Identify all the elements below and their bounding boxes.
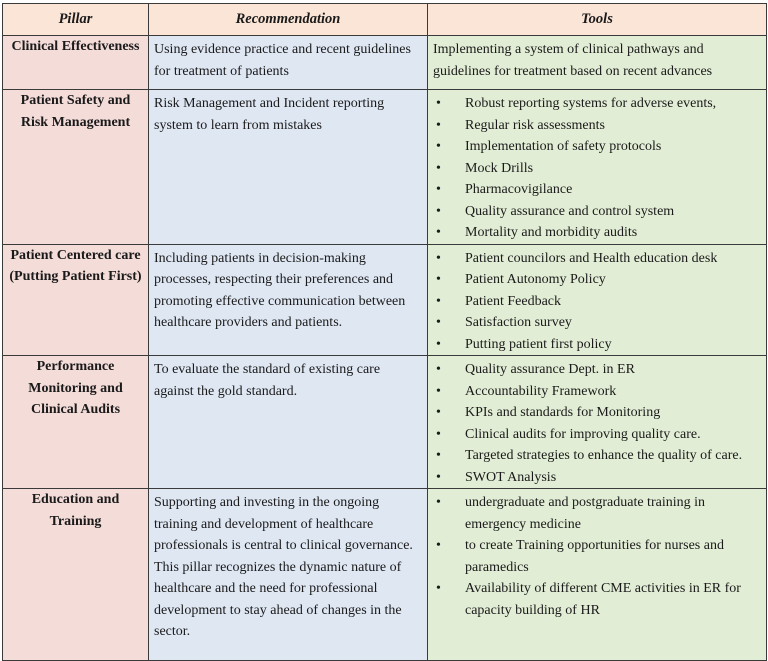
pillar-cell: Patient Safety and Risk Management — [2, 89, 149, 245]
tools-cell: Robust reporting systems for adverse eve… — [427, 89, 767, 245]
table-row: Patient Centered care (Putting Patient F… — [2, 243, 767, 356]
list-item: Patient Autonomy Policy — [433, 269, 761, 291]
table-row: Performance Monitoring and Clinical Audi… — [2, 355, 767, 489]
tools-cell: Patient councilors and Health education … — [427, 243, 767, 356]
recommendation-cell: Using evidence practice and recent guide… — [148, 35, 428, 90]
recommendation-cell: Supporting and investing in the ongoing … — [148, 488, 428, 661]
header-pillar: Pillar — [2, 3, 149, 36]
tools-list: Robust reporting systems for adverse eve… — [433, 93, 761, 244]
tools-cell: Quality assurance Dept. in ER Accountabi… — [427, 355, 767, 489]
list-item: Availability of different CME activities… — [433, 578, 761, 621]
list-item: Pharmacovigilance — [433, 179, 761, 201]
list-item: KPIs and standards for Monitoring — [433, 402, 761, 424]
list-item: Accountability Framework — [433, 381, 761, 403]
list-item: Mortality and morbidity audits — [433, 222, 761, 244]
list-item: Putting patient first policy — [433, 334, 761, 356]
list-item: Robust reporting systems for adverse eve… — [433, 93, 761, 115]
list-item: Clinical audits for improving quality ca… — [433, 424, 761, 446]
list-item: Mock Drills — [433, 158, 761, 180]
list-item: undergraduate and postgraduate training … — [433, 492, 761, 535]
list-item: Patient councilors and Health education … — [433, 248, 761, 270]
tools-cell: Implementing a system of clinical pathwa… — [427, 35, 767, 90]
list-item: Quality assurance Dept. in ER — [433, 359, 761, 381]
list-item: Implementation of safety protocols — [433, 136, 761, 158]
header-row: Pillar Recommendation Tools — [2, 3, 767, 36]
list-item: SWOT Analysis — [433, 467, 761, 489]
table-row: Patient Safety and Risk Management Risk … — [2, 89, 767, 245]
pillar-cell: Clinical Effectiveness — [2, 35, 149, 90]
table-row: Education and Training Supporting and in… — [2, 488, 767, 661]
tools-cell: undergraduate and postgraduate training … — [427, 488, 767, 661]
tools-list: Patient councilors and Health education … — [433, 248, 761, 356]
pillar-cell: Patient Centered care (Putting Patient F… — [2, 243, 149, 356]
governance-table: Pillar Recommendation Tools Clinical Eff… — [2, 3, 767, 661]
list-item: to create Training opportunities for nur… — [433, 535, 761, 578]
tools-list: undergraduate and postgraduate training … — [433, 492, 761, 621]
pillar-cell: Performance Monitoring and Clinical Audi… — [2, 355, 149, 489]
tools-text: Implementing a system of clinical pathwa… — [433, 42, 713, 79]
header-recommendation: Recommendation — [148, 3, 428, 36]
list-item: Regular risk assessments — [433, 115, 761, 137]
table-row: Clinical Effectiveness Using evidence pr… — [2, 35, 767, 90]
list-item: Satisfaction survey — [433, 312, 761, 334]
recommendation-cell: Including patients in decision-making pr… — [148, 243, 428, 356]
recommendation-cell: Risk Management and Incident reporting s… — [148, 89, 428, 245]
tools-list: Quality assurance Dept. in ER Accountabi… — [433, 359, 761, 488]
pillar-cell: Education and Training — [2, 488, 149, 661]
recommendation-cell: To evaluate the standard of existing car… — [148, 355, 428, 489]
header-tools: Tools — [427, 3, 767, 36]
list-item: Patient Feedback — [433, 291, 761, 313]
list-item: Targeted strategies to enhance the quali… — [433, 445, 761, 467]
list-item: Quality assurance and control system — [433, 201, 761, 223]
